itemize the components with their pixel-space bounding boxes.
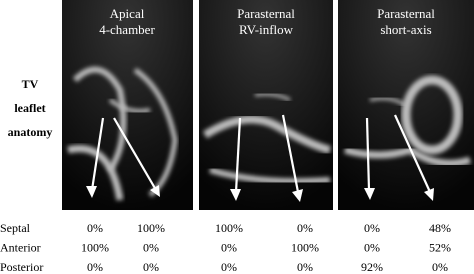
cell: 0%	[143, 260, 159, 274]
panel-title: Parasternal	[237, 6, 295, 21]
cell: 0%	[221, 241, 237, 255]
echo-panel	[199, 0, 333, 210]
row-label: Septal	[0, 221, 31, 235]
panel-title: 4-chamber	[99, 22, 155, 37]
cell: 0%	[143, 241, 159, 255]
panel-title: Apical	[110, 6, 145, 21]
cell: 0%	[364, 221, 380, 235]
row-label: Anterior	[0, 241, 41, 255]
side-label: TV	[22, 77, 39, 91]
table: Septal 0% 100% 100% 0% 0% 48% Anterior 100% 0% 0% 1…	[0, 221, 451, 274]
cell: 100%	[291, 241, 319, 255]
side-label: leaflet	[14, 101, 45, 115]
cell: 52%	[429, 241, 451, 255]
cell: 48%	[429, 221, 451, 235]
cell: 100%	[81, 241, 109, 255]
arrows	[86, 114, 434, 202]
cell: 0%	[221, 260, 237, 274]
side-label: anatomy	[8, 125, 53, 139]
cell: 0%	[364, 241, 380, 255]
row-label: Posterior	[0, 260, 43, 274]
cell: 100%	[137, 221, 165, 235]
cell: 92%	[361, 260, 383, 274]
cell: 0%	[87, 260, 103, 274]
cell: 0%	[297, 221, 313, 235]
cell: 0%	[297, 260, 313, 274]
echo-panel	[62, 0, 193, 210]
panel-title: short-axis	[380, 22, 431, 37]
echo-panel	[338, 0, 474, 210]
cell: 100%	[215, 221, 243, 235]
cell: 0%	[87, 221, 103, 235]
panel-title: Parasternal	[377, 6, 435, 21]
cell: 0%	[432, 260, 448, 274]
panel-title: RV-inflow	[239, 22, 294, 37]
